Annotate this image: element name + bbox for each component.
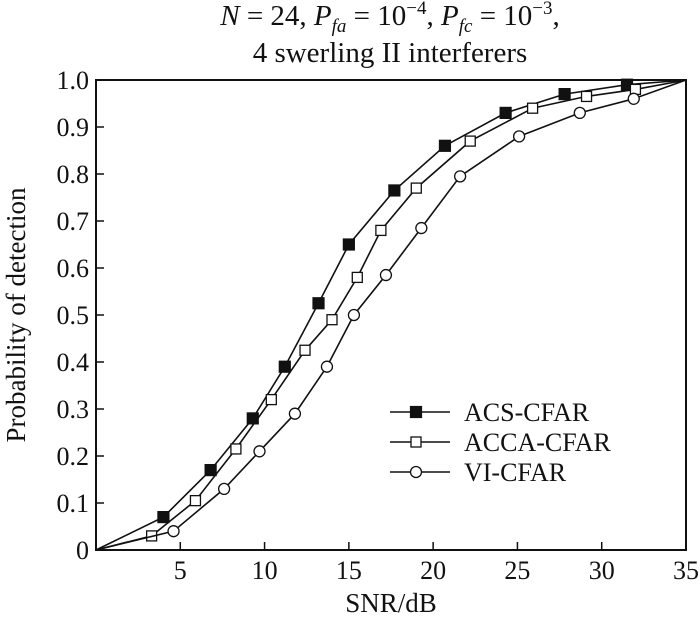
- series-vi-cfar: [95, 79, 687, 551]
- data-point-acs-cfar: [204, 464, 217, 477]
- y-tick-label: 0.8: [57, 160, 90, 189]
- data-point-acca-cfar: [526, 102, 539, 114]
- x-axis-label: SNR/dB: [345, 588, 437, 618]
- series-acs-cfar: [95, 78, 687, 551]
- chart-subtitle: 4 swerling II interferers: [253, 37, 528, 69]
- title-pfa-sub: fa: [332, 16, 347, 37]
- chart-title: N = 24, Pfa = 10−4, Pfc = 10−3,: [219, 0, 560, 37]
- data-point-acca-cfar: [375, 224, 387, 237]
- series-line-acs-cfar: [95, 79, 687, 551]
- data-point-vi-cfar: [627, 92, 640, 105]
- title-end: ,: [553, 0, 560, 32]
- legend-label: ACCA-CFAR: [464, 428, 612, 457]
- data-point-vi-cfar: [415, 221, 428, 235]
- title-pfc-eq: = 10: [472, 0, 532, 32]
- y-tick-label: 0: [76, 536, 89, 565]
- data-point-acca-cfar: [464, 135, 476, 147]
- legend-item-acs-cfar: ACS-CFAR: [390, 398, 590, 427]
- y-axis-label: Probability of detection: [1, 187, 31, 442]
- data-point-acs-cfar: [157, 511, 170, 524]
- data-point-acca-cfar: [230, 443, 242, 455]
- data-point-acs-cfar: [438, 139, 452, 152]
- data-point-vi-cfar: [573, 106, 586, 120]
- y-tick-label: 0.6: [57, 254, 90, 283]
- data-point-vi-cfar: [379, 268, 393, 282]
- data-point-vi-cfar: [320, 360, 334, 373]
- data-point-acca-cfar: [189, 494, 202, 507]
- data-point-acs-cfar: [558, 87, 571, 101]
- data-point-vi-cfar: [217, 482, 231, 496]
- title-pfc-sub: fc: [459, 16, 473, 37]
- legend-label: ACS-CFAR: [464, 398, 590, 427]
- data-point-acca-cfar: [410, 182, 422, 194]
- title-pfa-eq: = 10: [346, 0, 406, 32]
- x-tick-label: 25: [504, 556, 530, 585]
- x-tick-label: 5: [174, 556, 187, 585]
- data-point-acca-cfar: [265, 393, 277, 406]
- data-point-vi-cfar: [512, 130, 526, 143]
- data-point-acs-cfar: [246, 412, 259, 425]
- data-point-acca-cfar: [326, 314, 338, 326]
- data-point-acs-cfar: [499, 106, 512, 120]
- data-point-acca-cfar: [580, 90, 593, 103]
- data-point-acca-cfar: [299, 344, 311, 356]
- y-tick-label: 0.2: [57, 442, 90, 471]
- y-tick-label: 0.4: [57, 348, 90, 377]
- series-layer: [95, 78, 687, 551]
- title-pfa-label: P: [313, 0, 332, 32]
- title-pfc-exp: −3: [532, 0, 552, 19]
- title-pfc-label: P: [440, 0, 459, 32]
- x-tick-label: 10: [252, 556, 278, 585]
- legend-label: VI-CFAR: [464, 458, 567, 487]
- x-tick-label: 35: [673, 556, 699, 585]
- y-tick-label: 0.9: [57, 113, 90, 142]
- data-point-vi-cfar: [453, 170, 467, 183]
- series-line-vi-cfar: [95, 79, 687, 551]
- data-point-acs-cfar: [342, 238, 355, 251]
- data-point-vi-cfar: [347, 308, 361, 322]
- legend-marker: [410, 436, 422, 448]
- legend-item-acca-cfar: ACCA-CFAR: [390, 428, 612, 457]
- plot-frame: [95, 79, 687, 551]
- y-tick-label: 1.0: [57, 66, 90, 95]
- y-tick-label: 0.7: [57, 207, 90, 236]
- legend-marker: [409, 405, 423, 419]
- title-pfa-exp: −4: [406, 0, 427, 19]
- data-point-vi-cfar: [288, 407, 302, 420]
- x-tick-label: 20: [420, 556, 446, 585]
- data-point-vi-cfar: [167, 525, 180, 538]
- title-n-value: = 24,: [240, 0, 314, 32]
- y-tick-label: 0.5: [57, 301, 90, 330]
- y-tick-label: 0.3: [57, 395, 90, 424]
- data-point-acs-cfar: [388, 184, 401, 197]
- title-n-label: N: [219, 0, 241, 32]
- legend-item-vi-cfar: VI-CFAR: [390, 458, 567, 487]
- legend-marker: [409, 465, 423, 479]
- series-acca-cfar: [95, 79, 687, 551]
- data-point-acs-cfar: [278, 360, 291, 373]
- data-point-vi-cfar: [253, 445, 266, 458]
- tick-group: 5 10 15 20 25 30 35 0 0.1 0.2 0.3 0.4 0.5 0.6 0.7 0.8 0.…: [57, 66, 700, 585]
- y-tick-label: 0.1: [57, 489, 90, 518]
- data-point-acca-cfar: [351, 271, 363, 284]
- data-point-acs-cfar: [312, 297, 325, 310]
- x-tick-label: 15: [336, 556, 362, 585]
- title-sep: ,: [427, 0, 442, 32]
- x-tick-label: 30: [589, 556, 615, 585]
- series-line-acca-cfar: [95, 79, 687, 551]
